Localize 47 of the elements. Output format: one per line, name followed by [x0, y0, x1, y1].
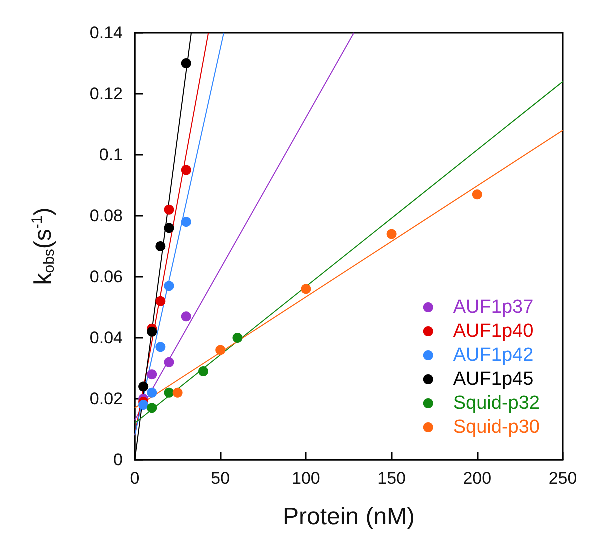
point: [198, 366, 208, 377]
point: [138, 382, 149, 392]
point: [147, 370, 158, 380]
point: [472, 190, 482, 200]
y-tick-label: 0.06: [90, 268, 123, 286]
point: [156, 242, 166, 252]
point: [181, 217, 192, 228]
y-tick-label: 0.1: [99, 146, 123, 164]
point: [181, 58, 192, 68]
x-tick-label: 50: [211, 469, 230, 488]
point: [172, 388, 183, 398]
x-axis-title: Protein (nM): [282, 504, 416, 530]
x-tick-label: 250: [548, 469, 578, 488]
y-tick-label: 0.02: [90, 390, 123, 408]
legend-label: Squid-p30: [453, 417, 540, 438]
legend-label: AUF1p45: [453, 369, 534, 390]
y-tick-label: 0.12: [90, 84, 123, 104]
y-axis-title: kobs(s-1): [29, 208, 58, 286]
point: [216, 345, 226, 356]
point: [232, 333, 243, 343]
legend-label: Squid-p32: [453, 393, 540, 414]
point: [164, 357, 174, 368]
point: [181, 312, 192, 322]
point: [156, 342, 166, 352]
point: [386, 229, 397, 240]
point: [147, 403, 158, 414]
x-tick-label: 150: [378, 469, 406, 488]
x-tick-label: 200: [463, 469, 492, 488]
y-tick-label: 0.14: [90, 24, 123, 42]
point: [181, 165, 192, 176]
legend-label: AUF1p40: [453, 321, 534, 342]
y-tick-label: 0.08: [90, 206, 123, 226]
x-tick-label: 100: [292, 469, 320, 488]
y-tick-label: 0: [114, 450, 123, 470]
point: [164, 223, 174, 234]
x-tick-label: 0: [130, 469, 140, 488]
point: [164, 388, 174, 398]
point: [301, 284, 312, 294]
point: [147, 388, 158, 398]
point: [147, 326, 158, 337]
y-tick-label: 0.04: [90, 328, 123, 348]
point: [138, 400, 149, 410]
legend-label: AUF1p37: [453, 297, 534, 318]
legend-label: AUF1p42: [453, 345, 534, 366]
point: [156, 296, 166, 306]
point: [164, 281, 174, 292]
point: [164, 204, 174, 215]
